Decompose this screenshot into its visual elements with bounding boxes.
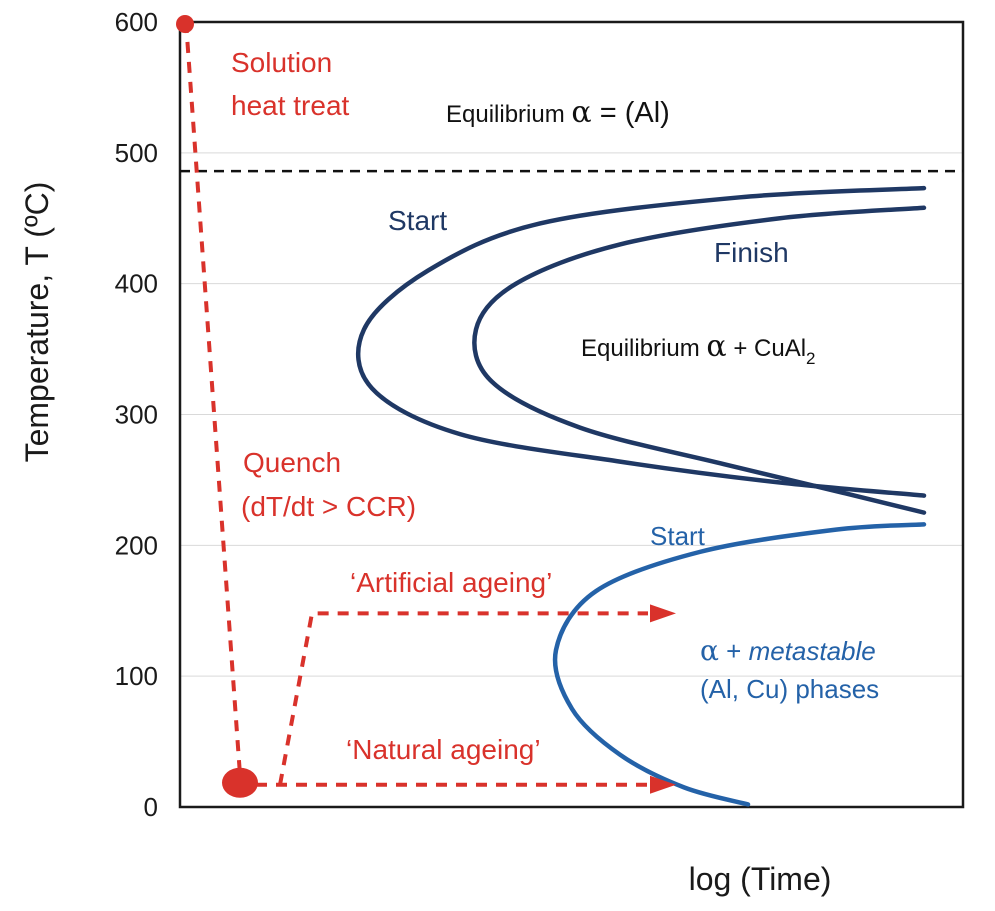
quench-end-marker	[222, 767, 258, 798]
equilibrium-start-curve	[355, 185, 927, 498]
y-tick-6: 600	[115, 7, 158, 37]
x-axis-label: log (Time)	[689, 861, 832, 897]
quench-path	[184, 21, 242, 775]
region-label-metastable: α + metastable	[700, 634, 876, 667]
quench-label-2: (dT/dt > CCR)	[241, 491, 416, 522]
quench-label-1: Quench	[243, 447, 341, 478]
solution-point-marker	[176, 15, 194, 33]
y-tick-0: 0	[144, 792, 158, 822]
solution-heat-treat-label-2: heat treat	[231, 90, 350, 121]
artificial-ageing-arrowhead	[650, 604, 676, 623]
region-label-al-cu-phases: (Al, Cu) phases	[700, 674, 879, 704]
y-tick-3: 300	[115, 400, 158, 430]
y-tick-5: 500	[115, 138, 158, 168]
region-label-alpha-cual2: Equilibrium α + CuAl2	[581, 329, 816, 368]
region-label-alpha-al: Equilibrium α = (Al)	[446, 95, 670, 130]
equilibrium-finish-curve	[472, 205, 927, 515]
grid-lines	[180, 152, 963, 677]
artificial-ageing-label: ‘Artificial ageing’	[350, 567, 552, 598]
y-tick-4: 400	[115, 269, 158, 299]
solution-heat-treat-label-1: Solution	[231, 47, 332, 78]
metastable-start-curve	[552, 522, 927, 807]
natural-ageing-label: ‘Natural ageing’	[346, 734, 541, 765]
natural-ageing-arrowhead	[650, 775, 676, 794]
curve-label-equilibrium-finish: Finish	[714, 237, 789, 268]
y-tick-labels: 0 100 200 300 400 500 600	[115, 7, 158, 822]
plot-frame	[178, 20, 965, 809]
transformation-curves	[355, 185, 927, 807]
heat-treatment-path	[176, 15, 676, 798]
y-tick-2: 200	[115, 530, 158, 560]
y-axis-label: Temperature, T (ºC)	[19, 182, 55, 463]
curve-label-metastable-start: Start	[650, 521, 706, 551]
curve-label-equilibrium-start: Start	[388, 205, 447, 236]
y-tick-1: 100	[115, 661, 158, 691]
